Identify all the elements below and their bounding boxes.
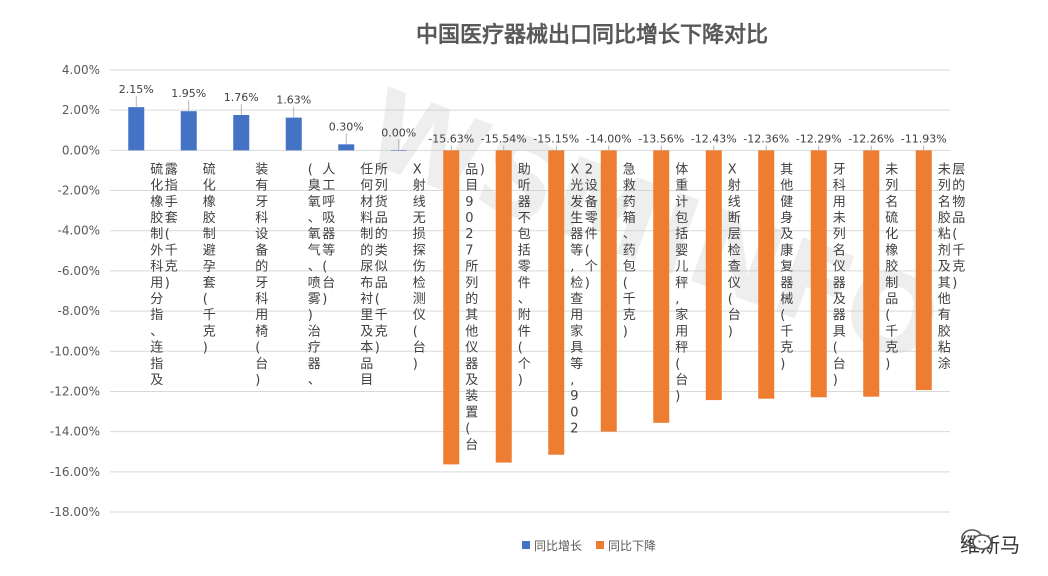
category-label: 硫化橡胶制外科用分指、连指及露指手套(千克) bbox=[150, 162, 178, 388]
bar-decrease bbox=[443, 150, 460, 465]
bar-decrease bbox=[863, 150, 880, 397]
y-tick-label: -2.00% bbox=[58, 184, 100, 198]
bar-decrease bbox=[758, 150, 775, 399]
y-tick-label: -4.00% bbox=[58, 224, 100, 238]
category-label-text: X 射线无损探伤检测仪(台) bbox=[413, 162, 426, 371]
data-label: -12.29% bbox=[796, 132, 842, 145]
category-label: 其他健身及康复器械(千克) bbox=[780, 162, 793, 371]
category-label-text: 牙科用未列名仪器及器具(台) bbox=[833, 162, 846, 388]
y-tick-label: -18.00% bbox=[50, 505, 100, 519]
bar-increase bbox=[390, 150, 407, 151]
y-tick-label: -14.00% bbox=[50, 425, 100, 439]
category-label-text: 急救药箱、药包(千克) bbox=[623, 162, 636, 339]
bar-decrease bbox=[653, 150, 670, 423]
data-label: 1.63% bbox=[276, 94, 311, 107]
data-label: -12.43% bbox=[691, 132, 737, 145]
category-label: 助听器不包括零件、附件(个) bbox=[518, 162, 531, 388]
category-label-text: 硫化橡胶制避孕套(千克) bbox=[203, 162, 216, 355]
data-label: -15.15% bbox=[533, 132, 579, 145]
category-labels: 硫化橡胶制外科用分指、连指及露指手套(千克) 硫化橡胶制避孕套(千克) 装有牙科设备… bbox=[150, 162, 965, 452]
legend-label-increase: 同比增长 bbox=[534, 539, 582, 553]
y-tick-label: 2.00% bbox=[62, 103, 100, 117]
data-labels: 2.15% 1.95% 1.76% 1.63% 0.30% 0.00% -15.63% -15… bbox=[119, 83, 947, 151]
category-label-text: 助听器不包括零件、附件(个) bbox=[518, 162, 531, 388]
y-tick-label: -8.00% bbox=[58, 304, 100, 318]
chart-title: 中国医疗器械出口同比增长下降对比 bbox=[416, 22, 768, 47]
bar-decrease bbox=[495, 150, 512, 463]
category-label: 任何材料制的尿布衬里及本品目所列货品的类似品(千克) bbox=[360, 162, 388, 388]
category-label-text: 任何材料制的尿布衬里及本品目所列货品的类似品(千克) bbox=[360, 162, 388, 388]
category-label: 未列名硫化橡胶制品(千克) bbox=[885, 162, 898, 371]
category-label: 急救药箱、药包(千克) bbox=[623, 162, 636, 339]
bar-increase bbox=[285, 117, 302, 151]
category-label: 体重计包括婴儿秤,家用秤(台) bbox=[675, 162, 688, 404]
bar-increase bbox=[233, 115, 250, 151]
y-tick-label: 4.00% bbox=[62, 63, 100, 77]
grid-lines bbox=[110, 69, 950, 513]
bar-increase bbox=[338, 144, 355, 151]
bars bbox=[128, 107, 932, 465]
legend-swatch-decrease bbox=[596, 541, 604, 549]
y-tick-label: -16.00% bbox=[50, 465, 100, 479]
y-tick-label: -6.00% bbox=[58, 264, 100, 278]
category-label-text: 硫化橡胶制外科用分指、连指及露指手套(千克) bbox=[150, 162, 178, 388]
bar-decrease bbox=[548, 150, 565, 455]
legend-swatch-increase bbox=[522, 541, 530, 549]
data-label: 1.76% bbox=[224, 91, 259, 104]
category-label-text: X 光发生器等,检查用家具等, 9 0 22 设备零件(个) bbox=[570, 162, 598, 436]
y-tick-label: -10.00% bbox=[50, 344, 100, 358]
category-label-text: 体重计包括婴儿秤,家用秤(台) bbox=[675, 162, 688, 404]
category-label: (臭氧、氧气、喷雾)治疗器、人工呼吸器等(台) bbox=[308, 162, 336, 388]
category-label: X 光发生器等,检查用家具等, 9 0 22 设备零件(个) bbox=[570, 162, 598, 436]
data-label: 0.30% bbox=[329, 120, 364, 133]
data-label: -12.26% bbox=[848, 132, 894, 145]
y-axis: 4.00% 2.00% 0.00% -2.00% -4.00% -6.00% -8.00% -… bbox=[50, 63, 100, 519]
data-label: 0.00% bbox=[381, 126, 416, 139]
data-label: 2.15% bbox=[119, 83, 154, 96]
category-label: 牙科用未列名仪器及器具(台) bbox=[833, 162, 846, 388]
category-label: 品目 9 0 2 7 所列的其他仪器及装置(台) bbox=[465, 162, 485, 452]
bar-increase bbox=[180, 111, 197, 151]
category-label-text: 未列名胶粘剂及其他有胶粘涂层的物品(千克) bbox=[938, 162, 966, 371]
category-label-text: (臭氧、氧气、喷雾)治疗器、人工呼吸器等(台) bbox=[308, 162, 336, 388]
wechat-icon bbox=[961, 529, 992, 550]
category-label: X 射线无损探伤检测仪(台) bbox=[413, 162, 426, 371]
bar-decrease bbox=[600, 150, 617, 432]
brand-mark: 维斯马 bbox=[960, 529, 1020, 558]
data-label: 1.95% bbox=[171, 87, 206, 100]
category-label: 硫化橡胶制避孕套(千克) bbox=[203, 162, 216, 355]
y-tick-label: 0.00% bbox=[62, 143, 100, 157]
legend: 同比增长 同比下降 bbox=[522, 539, 656, 553]
y-tick-label: -12.00% bbox=[50, 384, 100, 398]
data-label: -11.93% bbox=[901, 132, 947, 145]
category-label-text: 其他健身及康复器械(千克) bbox=[780, 162, 793, 371]
category-label-text: 未列名硫化橡胶制品(千克) bbox=[885, 162, 898, 371]
category-label-text: 品目 9 0 2 7 所列的其他仪器及装置(台) bbox=[465, 162, 485, 452]
category-label-text: X 射线断层检查仪(台) bbox=[728, 162, 741, 339]
data-label: -13.56% bbox=[638, 132, 684, 145]
bar-decrease bbox=[810, 150, 827, 398]
category-label-text: 装有牙科设备的牙科用椅(台) bbox=[255, 162, 268, 388]
data-label: -14.00% bbox=[586, 132, 632, 145]
bar-decrease bbox=[705, 150, 722, 401]
data-label: -15.63% bbox=[428, 132, 474, 145]
bar-decrease bbox=[915, 150, 932, 391]
category-label: 未列名胶粘剂及其他有胶粘涂层的物品(千克) bbox=[938, 162, 966, 371]
category-label: 装有牙科设备的牙科用椅(台) bbox=[255, 162, 268, 388]
bar-increase bbox=[128, 107, 145, 151]
legend-label-decrease: 同比下降 bbox=[608, 539, 656, 553]
data-label: -12.36% bbox=[743, 132, 789, 145]
category-label: X 射线断层检查仪(台) bbox=[728, 162, 741, 339]
data-label: -15.54% bbox=[481, 132, 527, 145]
